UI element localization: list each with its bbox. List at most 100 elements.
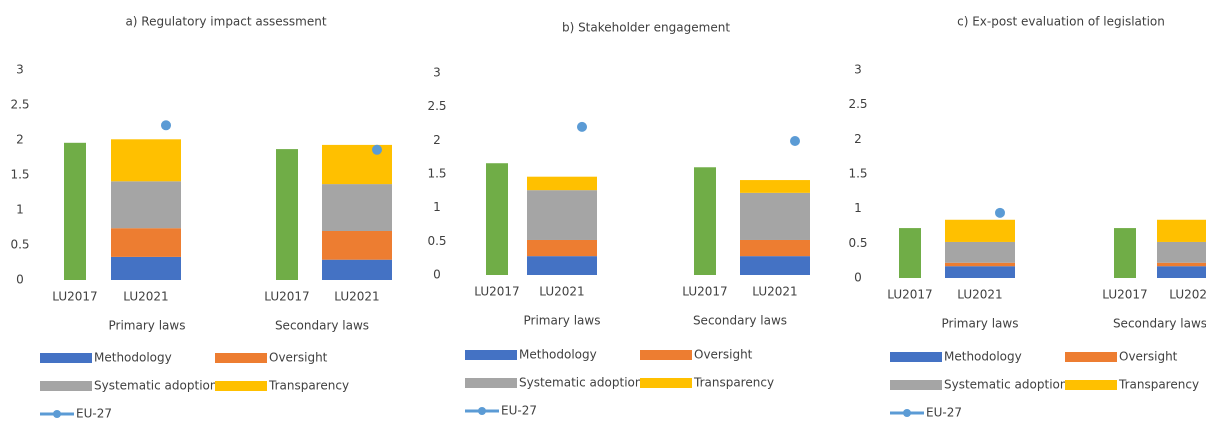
legend-swatch	[890, 380, 942, 390]
eu-marker	[372, 144, 382, 155]
eu-marker	[790, 136, 800, 147]
bar	[322, 231, 392, 260]
legend-label: EU-27	[926, 406, 962, 420]
bar	[111, 228, 181, 257]
x-tick-label: LU2017	[264, 290, 309, 304]
group-label: Primary laws	[942, 317, 1019, 331]
bar	[945, 219, 1015, 242]
y-tick-label: 0	[433, 268, 441, 282]
legend-label: Systematic adoption	[944, 378, 1067, 392]
legend-swatch	[40, 381, 92, 391]
y-tick-label: 2.5	[848, 97, 867, 111]
group-label: Secondary laws	[275, 319, 369, 333]
y-tick-label: 1	[433, 200, 441, 214]
legend-label: Methodology	[944, 350, 1022, 364]
x-tick-label: LU2021	[752, 285, 797, 299]
bar	[1157, 241, 1206, 263]
bar	[740, 180, 810, 193]
x-tick-label: LU2021	[334, 290, 379, 304]
bar	[945, 262, 1015, 267]
legend-label: EU-27	[76, 407, 112, 421]
eu-marker	[995, 207, 1005, 218]
y-tick-label: 0.5	[10, 238, 29, 252]
group-label: Secondary laws	[693, 314, 787, 328]
legend-swatch	[40, 353, 92, 363]
chart-title: a) Regulatory impact assessment	[125, 15, 326, 29]
legend-label: Oversight	[269, 351, 328, 365]
y-tick-label: 1	[854, 201, 862, 215]
y-tick-label: 2	[433, 133, 441, 147]
legend-swatch	[1065, 352, 1117, 362]
eu-marker	[577, 121, 587, 132]
bar	[322, 184, 392, 231]
eu-marker	[161, 120, 171, 131]
x-tick-label: LU2021	[123, 290, 168, 304]
x-tick-label: LU2021	[957, 288, 1002, 302]
x-tick-label: LU2021	[539, 285, 584, 299]
legend-label: Transparency	[693, 376, 774, 390]
bar	[527, 239, 597, 257]
y-tick-label: 3	[854, 63, 862, 77]
legend-swatch	[640, 378, 692, 388]
bar	[486, 163, 508, 275]
legend-label: Transparency	[268, 379, 349, 393]
x-tick-label: LU2017	[474, 285, 519, 299]
y-tick-label: 1.5	[10, 168, 29, 182]
bar	[740, 256, 810, 275]
bar	[276, 149, 298, 280]
y-tick-label: 0	[16, 273, 24, 287]
y-tick-label: 0.5	[427, 234, 446, 248]
y-tick-label: 1	[16, 203, 24, 217]
legend-swatch	[1065, 380, 1117, 390]
legend-swatch	[465, 350, 517, 360]
group-label: Primary laws	[524, 314, 601, 328]
bar	[1157, 219, 1206, 242]
bar	[1157, 266, 1206, 278]
legend-marker	[53, 410, 61, 418]
y-tick-label: 0.5	[848, 236, 867, 250]
legend-swatch	[890, 352, 942, 362]
bar	[945, 266, 1015, 278]
y-tick-label: 0	[854, 271, 862, 285]
bar	[111, 181, 181, 229]
legend-label: Methodology	[519, 348, 597, 362]
y-tick-label: 3	[433, 66, 441, 80]
legend-marker	[478, 407, 486, 415]
legend-label: Systematic adoption	[94, 379, 217, 393]
legend-label: Systematic adoption	[519, 376, 642, 390]
legend-swatch	[640, 350, 692, 360]
panel: a) Regulatory impact assessment 0 0.5 1 1.5 2…	[10, 15, 392, 421]
legend-label: Oversight	[694, 348, 753, 362]
x-tick-label: LU2017	[682, 285, 727, 299]
bar	[527, 176, 597, 191]
legend-label: Transparency	[1118, 378, 1199, 392]
panel: b) Stakeholder engagement 0 0.5 1 1.5 2 2.5 3 LU…	[427, 21, 810, 418]
chart-title: c) Ex-post evaluation of legislation	[957, 15, 1165, 29]
bar	[322, 259, 392, 280]
legend-label: EU-27	[501, 404, 537, 418]
bar	[899, 228, 921, 278]
bar	[1114, 228, 1136, 278]
legend-label: Methodology	[94, 351, 172, 365]
group-label: Primary laws	[109, 319, 186, 333]
x-tick-label: LU2017	[1102, 288, 1147, 302]
bar	[527, 190, 597, 240]
chart-title: b) Stakeholder engagement	[562, 21, 730, 35]
panel: c) Ex-post evaluation of legislation 0 0.5…	[848, 15, 1206, 420]
bar	[740, 192, 810, 240]
y-tick-label: 2	[16, 133, 24, 147]
y-tick-label: 2.5	[427, 99, 446, 113]
legend-swatch	[465, 378, 517, 388]
bar	[527, 256, 597, 275]
x-tick-label: LU2017	[887, 288, 932, 302]
y-tick-label: 1.5	[848, 167, 867, 181]
legend-label: Oversight	[1119, 350, 1178, 364]
group-label: Secondary laws	[1113, 317, 1206, 331]
y-tick-label: 3	[16, 63, 24, 77]
x-tick-label: LU2017	[52, 290, 97, 304]
legend-swatch	[215, 353, 267, 363]
x-tick-label: LU2021	[1169, 288, 1206, 302]
bar	[1157, 262, 1206, 267]
bar	[740, 239, 810, 257]
